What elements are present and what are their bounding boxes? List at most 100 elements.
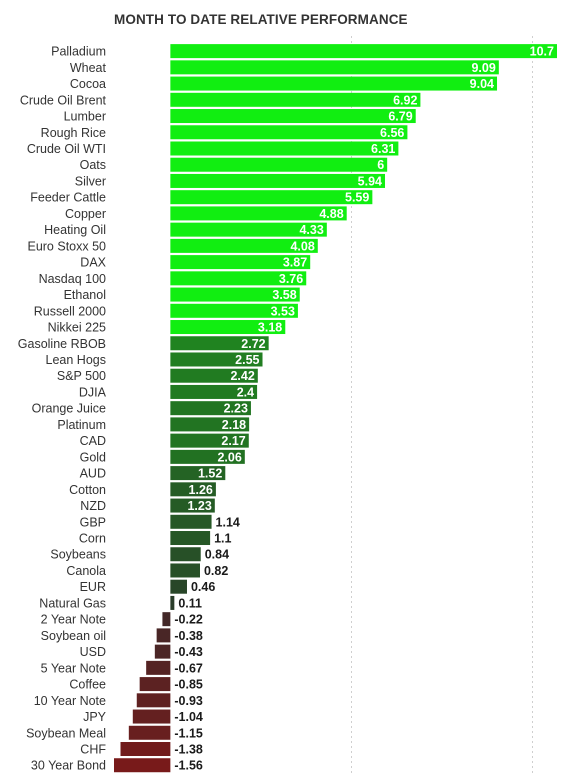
bar [170, 384, 258, 399]
bar [170, 563, 200, 578]
bar [170, 449, 245, 464]
bar [170, 190, 373, 205]
value-label: 6 [377, 158, 384, 172]
bar [170, 92, 421, 107]
bar [170, 206, 347, 221]
category-label: Platinum [57, 418, 106, 432]
value-label: -1.04 [174, 710, 203, 724]
bar [146, 660, 171, 675]
category-label: CHF [80, 743, 106, 757]
value-label: 4.08 [290, 239, 314, 253]
category-label: Wheat [70, 61, 107, 75]
bar [170, 238, 318, 253]
category-label: Heating Oil [44, 223, 106, 237]
value-label: -1.38 [174, 743, 203, 757]
value-label: -0.38 [174, 629, 203, 643]
bar [170, 109, 416, 124]
category-label: 5 Year Note [41, 661, 106, 675]
bar [170, 255, 311, 270]
bar [170, 125, 408, 140]
category-label: CAD [80, 434, 106, 448]
value-label: -1.56 [174, 759, 203, 773]
value-label: -0.85 [174, 678, 203, 692]
value-label: 2.23 [224, 402, 248, 416]
category-label: Natural Gas [39, 596, 106, 610]
bar [170, 287, 300, 302]
value-label: 6.56 [380, 126, 404, 140]
category-label: Cocoa [70, 77, 106, 91]
bar [170, 514, 212, 529]
value-label: -0.43 [174, 645, 203, 659]
value-label: 6.92 [393, 93, 417, 107]
value-label: 1.1 [214, 532, 231, 546]
value-label: 0.46 [191, 580, 215, 594]
bar [136, 693, 171, 708]
category-label: AUD [80, 467, 106, 481]
category-label: GBP [80, 515, 106, 529]
value-label: 2.18 [222, 418, 246, 432]
category-label: 30 Year Bond [31, 759, 106, 773]
category-label: S&P 500 [57, 369, 106, 383]
value-label: 1.52 [198, 467, 222, 481]
bar [170, 498, 215, 513]
value-label: 10.7 [530, 45, 554, 59]
bar [170, 303, 298, 318]
category-label: Gasoline RBOB [18, 337, 106, 351]
bar [170, 320, 286, 335]
category-label: Copper [65, 207, 106, 221]
bar [170, 433, 249, 448]
value-label: -0.67 [174, 661, 203, 675]
value-label: 1.14 [216, 515, 240, 529]
category-label: Canola [66, 564, 106, 578]
value-label: 5.59 [345, 191, 369, 205]
category-label: Silver [75, 174, 106, 188]
category-label: DAX [80, 256, 106, 270]
value-label: 2.17 [221, 434, 245, 448]
value-label: 9.04 [470, 77, 494, 91]
bar [170, 157, 388, 172]
value-label: 0.82 [204, 564, 228, 578]
category-label: 10 Year Note [34, 694, 106, 708]
bar [139, 677, 171, 692]
category-label: JPY [83, 710, 107, 724]
category-label: Crude Oil WTI [27, 142, 106, 156]
value-label: 4.33 [299, 223, 323, 237]
bar [170, 44, 557, 59]
bar [156, 628, 171, 643]
category-label: Corn [79, 532, 106, 546]
value-label: 6.31 [371, 142, 395, 156]
category-label: Nasdaq 100 [39, 272, 106, 286]
category-label: 2 Year Note [41, 613, 106, 627]
value-label: 2.4 [237, 385, 254, 399]
bar [170, 222, 327, 237]
category-label: Ethanol [64, 288, 106, 302]
category-label: Lean Hogs [46, 353, 106, 367]
value-label: 2.72 [241, 337, 265, 351]
bar [128, 725, 171, 740]
value-label: 6.79 [388, 110, 412, 124]
bar [170, 173, 386, 188]
value-label: 5.94 [358, 174, 382, 188]
category-label: Gold [80, 450, 106, 464]
value-label: -1.15 [174, 726, 203, 740]
category-label: Lumber [64, 110, 106, 124]
bar [114, 758, 171, 773]
bar [170, 595, 175, 610]
bar [170, 141, 399, 156]
category-label: Crude Oil Brent [20, 93, 107, 107]
category-label: Cotton [69, 483, 106, 497]
value-label: 0.84 [205, 548, 229, 562]
bar [120, 742, 171, 757]
category-label: Euro Stoxx 50 [27, 239, 106, 253]
value-label: 2.55 [235, 353, 259, 367]
bar [132, 709, 171, 724]
value-label: 9.09 [471, 61, 495, 75]
bar [162, 612, 171, 627]
category-label: NZD [80, 499, 106, 513]
bar [170, 76, 498, 91]
category-label: Oats [80, 158, 106, 172]
bar [170, 368, 258, 383]
category-label: EUR [80, 580, 106, 594]
category-label: Soybeans [50, 548, 106, 562]
